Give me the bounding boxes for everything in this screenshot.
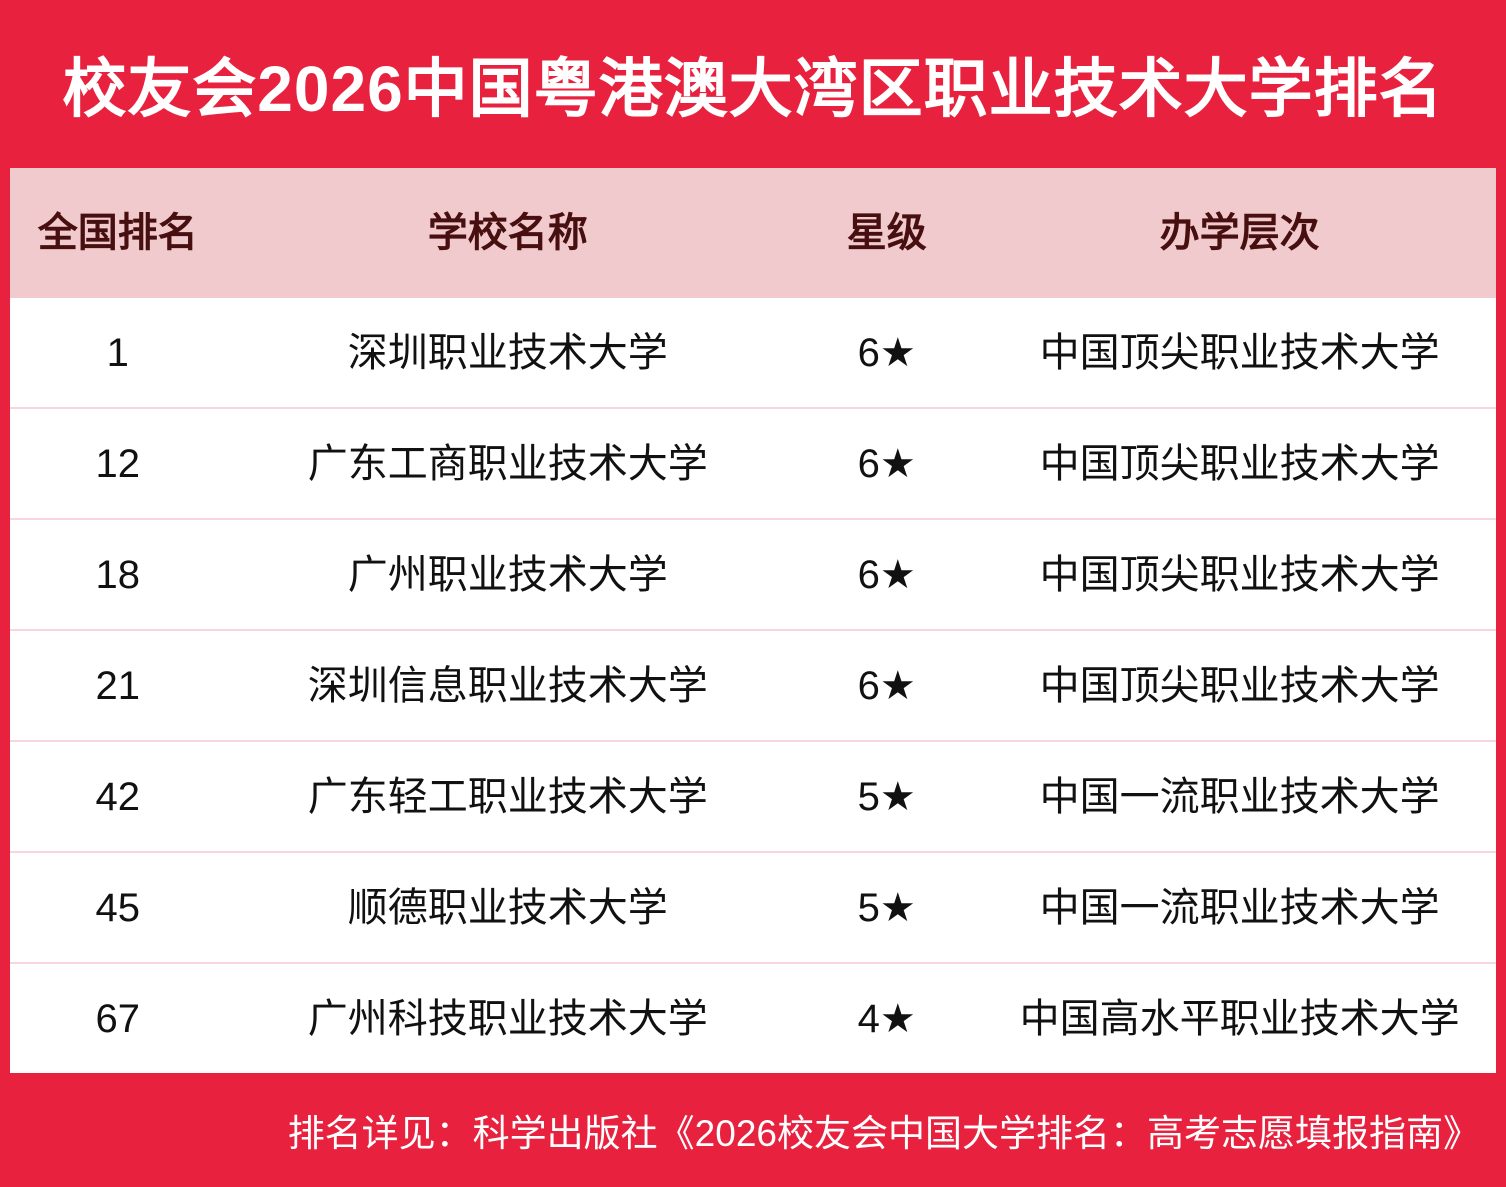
cell-star-rating: 6★ xyxy=(857,552,916,597)
table-header-row: 全国排名 学校名称 星级 办学层次 xyxy=(10,168,1496,298)
table-row: 45 顺德职业技术大学 5★ 中国一流职业技术大学 xyxy=(10,851,1496,962)
table-row: 1 深圳职业技术大学 6★ 中国顶尖职业技术大学 xyxy=(10,298,1496,407)
cell-education-level: 中国顶尖职业技术大学 xyxy=(1039,552,1440,597)
table-row: 21 深圳信息职业技术大学 6★ 中国顶尖职业技术大学 xyxy=(10,629,1496,740)
cell-star-rating: 5★ xyxy=(857,885,916,930)
cell-education-level: 中国顶尖职业技术大学 xyxy=(1039,441,1440,486)
title-band: 校友会2026中国粤港澳大湾区职业技术大学排名 xyxy=(0,0,1506,168)
column-header-education-level: 办学层次 xyxy=(1159,211,1320,255)
cell-education-level: 中国一流职业技术大学 xyxy=(1039,885,1440,930)
cell-school-name: 广东工商职业技术大学 xyxy=(307,441,708,486)
table-row: 18 广州职业技术大学 6★ 中国顶尖职业技术大学 xyxy=(10,518,1496,629)
cell-star-rating: 5★ xyxy=(857,774,916,819)
footer-note: 排名详见：科学出版社《2026校友会中国大学排名：高考志愿填报指南》 xyxy=(287,1113,1480,1154)
page-title: 校友会2026中国粤港澳大湾区职业技术大学排名 xyxy=(62,53,1444,125)
cell-school-name: 深圳职业技术大学 xyxy=(347,330,668,375)
cell-education-level: 中国高水平职业技术大学 xyxy=(1019,996,1460,1041)
cell-national-rank: 42 xyxy=(95,774,140,819)
cell-national-rank: 45 xyxy=(95,885,140,930)
cell-school-name: 广州科技职业技术大学 xyxy=(307,996,708,1041)
cell-school-name: 顺德职业技术大学 xyxy=(347,885,668,930)
table-body: 1 深圳职业技术大学 6★ 中国顶尖职业技术大学 12 广东工商职业技术大学 6★ 中国顶尖职… xyxy=(10,298,1496,1073)
cell-national-rank: 18 xyxy=(95,552,140,597)
ranking-table: 全国排名 学校名称 星级 办学层次 1 深圳职业技术大学 6★ 中国顶尖职业技术大学 1… xyxy=(10,168,1496,1073)
cell-star-rating: 6★ xyxy=(857,330,916,375)
cell-education-level: 中国顶尖职业技术大学 xyxy=(1039,663,1440,708)
footer-band: 排名详见：科学出版社《2026校友会中国大学排名：高考志愿填报指南》 xyxy=(0,1073,1506,1187)
column-header-school-name: 学校名称 xyxy=(427,211,588,255)
cell-national-rank: 21 xyxy=(95,663,140,708)
cell-education-level: 中国顶尖职业技术大学 xyxy=(1039,330,1440,375)
cell-star-rating: 6★ xyxy=(857,441,916,486)
cell-national-rank: 1 xyxy=(106,330,129,375)
column-header-national-rank: 全国排名 xyxy=(37,211,198,255)
table-row: 67 广州科技职业技术大学 4★ 中国高水平职业技术大学 xyxy=(10,962,1496,1073)
table-row: 42 广东轻工职业技术大学 5★ 中国一流职业技术大学 xyxy=(10,740,1496,851)
cell-star-rating: 4★ xyxy=(857,996,916,1041)
cell-education-level: 中国一流职业技术大学 xyxy=(1039,774,1440,819)
column-header-star-rating: 星级 xyxy=(846,211,927,255)
cell-school-name: 广州职业技术大学 xyxy=(347,552,668,597)
cell-star-rating: 6★ xyxy=(857,663,916,708)
table-row: 12 广东工商职业技术大学 6★ 中国顶尖职业技术大学 xyxy=(10,407,1496,518)
cell-national-rank: 67 xyxy=(95,996,140,1041)
cell-national-rank: 12 xyxy=(95,441,140,486)
cell-school-name: 深圳信息职业技术大学 xyxy=(307,663,708,708)
cell-school-name: 广东轻工职业技术大学 xyxy=(307,774,708,819)
